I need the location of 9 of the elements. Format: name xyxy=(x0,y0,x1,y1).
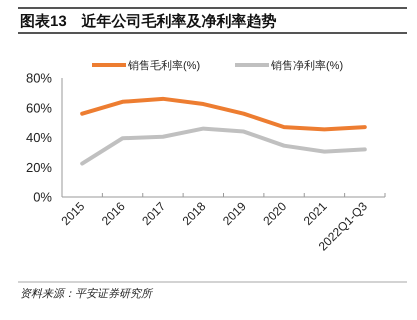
y-tick-label: 80% xyxy=(26,70,52,86)
chart-title: 图表13 近年公司毛利率及净利率趋势 xyxy=(20,12,277,30)
y-tick-label: 0% xyxy=(33,190,52,204)
text: 资料来源：平安证券研究所 xyxy=(20,287,154,300)
legend-label: 销售净利率(%) xyxy=(270,59,344,72)
legend-label: 销售毛利率(%) xyxy=(127,59,200,72)
y-tick-label: 20% xyxy=(26,160,52,175)
y-tick-label: 60% xyxy=(26,100,52,116)
y-tick-label: 40% xyxy=(26,130,52,145)
